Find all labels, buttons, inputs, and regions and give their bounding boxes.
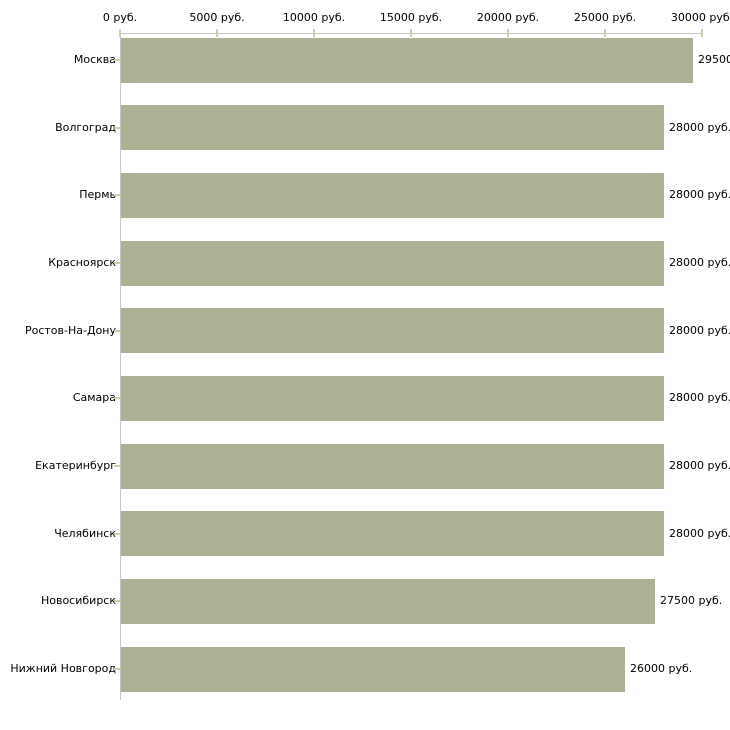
x-axis-tick-label: 10000 руб. — [282, 11, 346, 24]
value-label: 28000 руб. — [669, 188, 730, 202]
category-label: Екатеринбург — [35, 459, 116, 473]
bar — [121, 172, 664, 218]
category-label: Ростов-На-Дону — [24, 323, 116, 337]
category-label: Москва — [73, 53, 116, 66]
category-label: Красноярск — [48, 256, 116, 269]
x-axis-tick-mark — [216, 29, 218, 37]
bar — [121, 308, 664, 354]
x-axis-tick-mark — [604, 29, 606, 37]
x-axis-tick-label: 0 руб. — [102, 11, 138, 24]
y-axis-tick-mark — [114, 397, 120, 400]
value-label: 28000 руб. — [669, 526, 730, 540]
y-axis-tick-mark — [114, 465, 120, 468]
x-axis-tick-mark — [410, 29, 412, 37]
x-axis-tick-label: 25000 руб. — [573, 11, 637, 24]
y-axis-line — [120, 33, 121, 700]
category-label: Нижний Новгород — [10, 662, 116, 676]
bar — [121, 511, 664, 557]
bar — [121, 240, 664, 286]
x-axis-tick-label: 30000 руб. — [670, 11, 730, 24]
value-label: 28000 руб. — [669, 323, 730, 337]
y-axis-tick-mark — [114, 59, 120, 61]
bar — [121, 375, 664, 421]
bar — [121, 105, 664, 151]
x-axis-tick-label: 15000 руб. — [379, 11, 443, 24]
value-label: 26000 руб. — [630, 662, 693, 676]
x-axis-tick-mark — [119, 29, 121, 37]
y-axis-tick-mark — [114, 262, 120, 264]
category-label: Самара — [72, 391, 116, 405]
x-axis-tick-label: 5000 руб. — [189, 11, 245, 24]
bar — [121, 646, 625, 692]
y-axis-tick-mark — [114, 329, 120, 332]
category-label: Челябинск — [54, 526, 116, 540]
category-label: Волгоград — [55, 120, 116, 134]
value-label: 28000 руб. — [669, 256, 730, 269]
x-axis-tick-label: 20000 руб. — [476, 11, 540, 24]
y-axis-tick-mark — [114, 126, 120, 129]
value-label: 28000 руб. — [669, 120, 730, 134]
bar — [121, 37, 693, 83]
y-axis-tick-mark — [114, 668, 120, 671]
x-axis-tick-mark — [507, 29, 509, 37]
y-axis-tick-mark — [114, 532, 120, 535]
value-label: 28000 руб. — [669, 391, 730, 405]
value-label: 29500 — [698, 53, 730, 66]
value-label: 28000 руб. — [669, 459, 730, 473]
bar — [121, 443, 664, 489]
x-axis-tick-mark — [701, 29, 703, 37]
category-label: Пермь — [79, 188, 116, 202]
y-axis-tick-mark — [114, 194, 120, 197]
category-label: Новосибирск — [40, 594, 116, 608]
y-axis-tick-mark — [114, 600, 120, 603]
bar — [121, 578, 655, 624]
value-label: 27500 руб. — [660, 594, 723, 608]
x-axis-tick-mark — [313, 29, 315, 37]
